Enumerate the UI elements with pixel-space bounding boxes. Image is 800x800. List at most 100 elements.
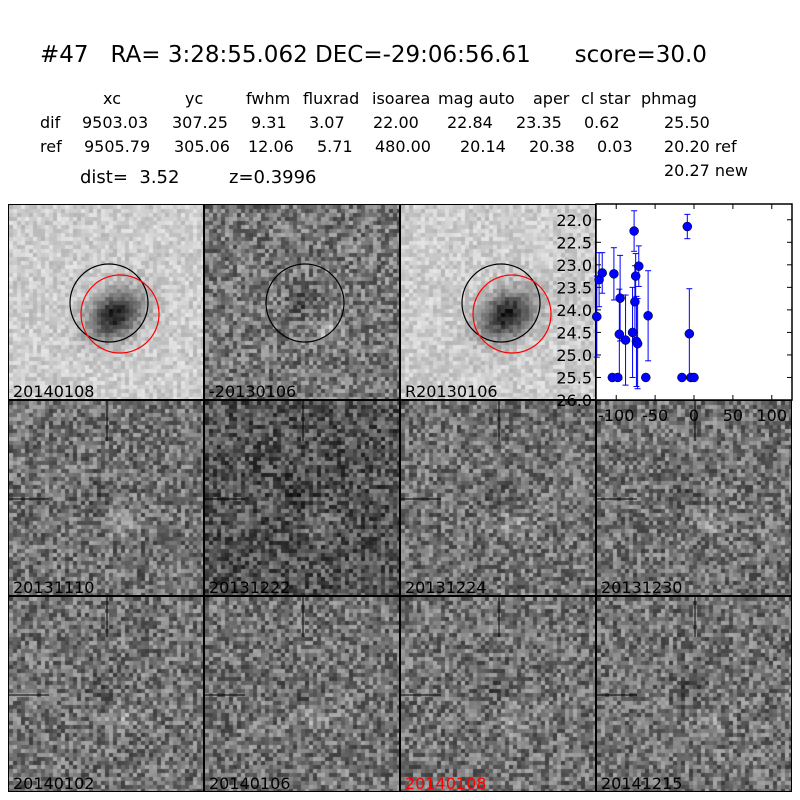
y-tick-label: 25.5 (556, 368, 592, 387)
stamp-image (9, 205, 203, 399)
data-point (620, 335, 631, 345)
row-label-dif: dif (40, 113, 61, 132)
data-point (684, 329, 695, 339)
stamp-date-label: 20131110 (13, 578, 95, 596)
redshift-value: z=0.3996 (229, 167, 317, 188)
y-tick-label: 22.0 (556, 211, 592, 230)
ref-value: 9505.79 (84, 137, 151, 156)
stamp-image (205, 597, 399, 791)
x-tick-label: -50 (642, 406, 668, 425)
stamp-panel: 20131230 (596, 400, 792, 596)
data-point (689, 372, 699, 383)
light-curve-plot: -100 -50 0 50 100 22.0 22.5 23.0 23.5 24.0 24.5 25.… (556, 203, 793, 425)
ref-value: 20.14 (460, 137, 506, 156)
stamp-image (597, 401, 791, 595)
data-point (627, 327, 638, 338)
black-aperture-circle (461, 263, 541, 343)
stamp-date-label: 20131222 (209, 578, 291, 596)
x-tick-label: -100 (598, 406, 634, 425)
dif-value: 9.31 (251, 113, 287, 132)
stamp-panel: 20140106 (204, 596, 400, 792)
column-header: yc (185, 89, 204, 108)
ref-value: 20.20 ref (664, 137, 737, 156)
row-label-ref: ref (40, 137, 62, 156)
ref-value: 12.06 (248, 137, 294, 156)
data-point (682, 221, 693, 232)
stamp-date-label: 20131224 (405, 578, 487, 596)
data-point (609, 269, 619, 279)
dist-value: dist= 3.52 (80, 167, 180, 188)
data-point (629, 226, 639, 236)
x-tick-label: 0 (689, 406, 699, 425)
red-aperture-circle (80, 274, 160, 354)
data-point (615, 293, 625, 303)
stamp-panel: 20131110 (8, 400, 204, 596)
stamp-image (597, 597, 791, 791)
data-point (613, 372, 623, 383)
x-tick-label: 50 (723, 406, 743, 425)
data-point (614, 329, 625, 339)
stamp-date-label: 20141215 (601, 774, 683, 792)
stamp-panel: 20141215 (596, 596, 792, 792)
stamp-date-label: 20131230 (601, 578, 683, 596)
black-aperture-circle (69, 263, 149, 343)
dif-value: 3.07 (309, 113, 345, 132)
stamp-panel: R20130106 (400, 204, 596, 400)
dif-value: 9503.03 (82, 113, 149, 132)
y-tick-label: 24.5 (556, 323, 592, 342)
data-point (632, 338, 643, 349)
ref-value: 480.00 (375, 137, 431, 156)
new-phmag: 20.27 new (664, 161, 748, 180)
data-point (597, 268, 607, 278)
column-header: isoarea (372, 89, 431, 108)
stamp-date-label: 20140102 (13, 774, 95, 792)
stamp-image (9, 597, 203, 791)
stamp-image (401, 597, 595, 791)
dif-value: 23.35 (516, 113, 562, 132)
dif-value: 0.62 (584, 113, 620, 132)
stamp-date-label: -20130106 (209, 382, 297, 400)
stamp-panel: 20140108 (8, 204, 204, 400)
column-header: phmag (641, 89, 697, 108)
column-header: aper (533, 89, 570, 108)
dif-value: 22.00 (373, 113, 419, 132)
dif-value: 25.50 (664, 113, 710, 132)
ref-value: 305.06 (174, 137, 230, 156)
stamp-panel: 20140108 (400, 596, 596, 792)
stamp-image (401, 205, 595, 399)
stamp-panel: 20131222 (204, 400, 400, 596)
red-aperture-circle (472, 274, 552, 354)
data-point (630, 297, 640, 307)
stamp-date-label: 20140108 (405, 774, 487, 792)
stamp-panel: -20130106 (204, 204, 400, 400)
y-tick-label: 26.0 (556, 391, 592, 410)
stamp-image (205, 401, 399, 595)
column-header: xc (103, 89, 121, 108)
stamp-image (9, 401, 203, 595)
ref-value: 5.71 (317, 137, 353, 156)
y-tick-label: 22.5 (556, 233, 592, 252)
y-tick-label: 24.0 (556, 301, 592, 320)
y-tick-label: 25.0 (556, 346, 592, 365)
data-point (677, 372, 687, 383)
stamp-date-label: 20140108 (13, 382, 95, 400)
y-tick-label: 23.5 (556, 278, 592, 297)
plot-area (595, 203, 793, 401)
stamp-image (401, 401, 595, 595)
black-aperture-circle (265, 263, 345, 343)
stamp-date-label: 20140106 (209, 774, 291, 792)
data-point (592, 311, 602, 322)
dif-value: 307.25 (172, 113, 228, 132)
stamp-date-label: R20130106 (405, 382, 498, 400)
column-header: fluxrad (303, 89, 360, 108)
column-header: cl star (581, 89, 631, 108)
column-header: fwhm (246, 89, 291, 108)
data-point (634, 261, 644, 271)
ref-value: 20.38 (529, 137, 575, 156)
stamp-panel: 20140102 (8, 596, 204, 792)
ref-value: 0.03 (597, 137, 633, 156)
stamp-image (205, 205, 399, 399)
stamp-panel: 20131224 (400, 400, 596, 596)
x-tick-label: 100 (757, 406, 788, 425)
